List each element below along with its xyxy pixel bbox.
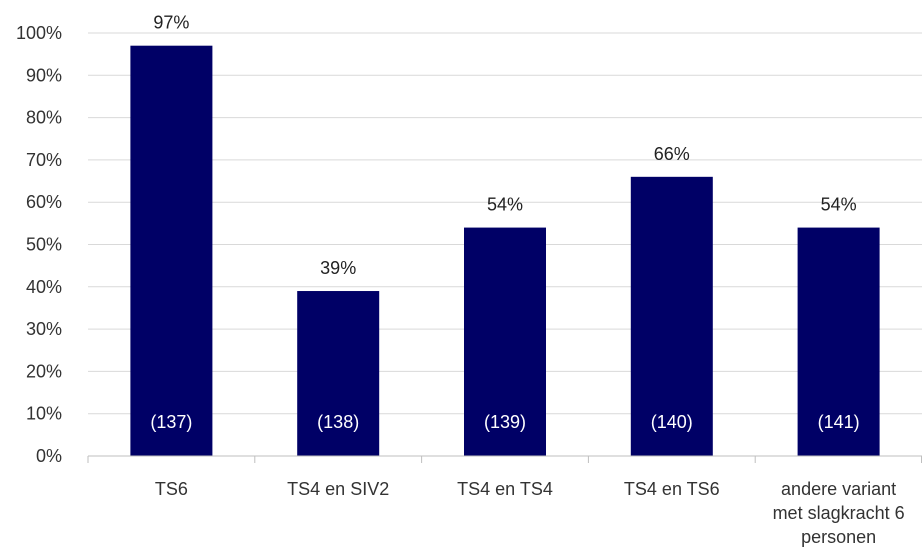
bar-count-label: (139) (484, 412, 526, 432)
x-category-label-line: TS4 en TS6 (624, 479, 720, 499)
bar (130, 45, 213, 456)
bar-value-label: 39% (320, 258, 356, 278)
y-tick-label: 90% (26, 65, 62, 85)
x-category-label-line: personen (801, 527, 876, 547)
y-axis: 0% 10% 20% 30% 40% 50% 60% 70% 80% 90% 100% (16, 23, 62, 466)
bar-count-label: (140) (651, 412, 693, 432)
x-category-label-line: TS6 (155, 479, 188, 499)
y-tick-label: 20% (26, 361, 62, 381)
x-category-label: TS4 en TS4 (457, 479, 553, 499)
bar-count-label: (137) (150, 412, 192, 432)
bar-count-label: (141) (818, 412, 860, 432)
bar-value-label: 66% (654, 144, 690, 164)
x-axis: TS6 TS4 en SIV2 TS4 en TS4 TS4 en TS6 andere… (87, 455, 922, 547)
bar (630, 176, 713, 456)
x-category-label: TS4 en TS6 (624, 479, 720, 499)
bar-value-label: 54% (821, 195, 857, 215)
x-category-label: andere variant met slagkracht 6 personen (773, 479, 905, 547)
bars: 97% (137) 39% (138) 54% (139) 66% (140) 54% (141) (130, 13, 880, 456)
bar (464, 227, 546, 456)
y-tick-label: 50% (26, 235, 62, 255)
bar-count-label: (138) (317, 412, 359, 432)
bar (297, 291, 380, 456)
bar (797, 227, 880, 456)
x-category-label-line: met slagkracht 6 (773, 503, 905, 523)
y-tick-label: 10% (26, 404, 62, 424)
y-tick-label: 100% (16, 23, 62, 43)
y-tick-label: 70% (26, 150, 62, 170)
bar-value-label: 54% (487, 195, 523, 215)
y-tick-label: 60% (26, 192, 62, 212)
x-category-label-line: TS4 en TS4 (457, 479, 553, 499)
bar-value-label: 97% (153, 13, 189, 33)
y-tick-label: 40% (26, 277, 62, 297)
x-category-label: TS4 en SIV2 (287, 479, 389, 499)
y-tick-label: 80% (26, 108, 62, 128)
y-tick-label: 30% (26, 319, 62, 339)
x-category-label: TS6 (155, 479, 188, 499)
x-category-label-line: andere variant (781, 479, 896, 499)
y-tick-label: 0% (36, 446, 62, 466)
x-category-label-line: TS4 en SIV2 (287, 479, 389, 499)
